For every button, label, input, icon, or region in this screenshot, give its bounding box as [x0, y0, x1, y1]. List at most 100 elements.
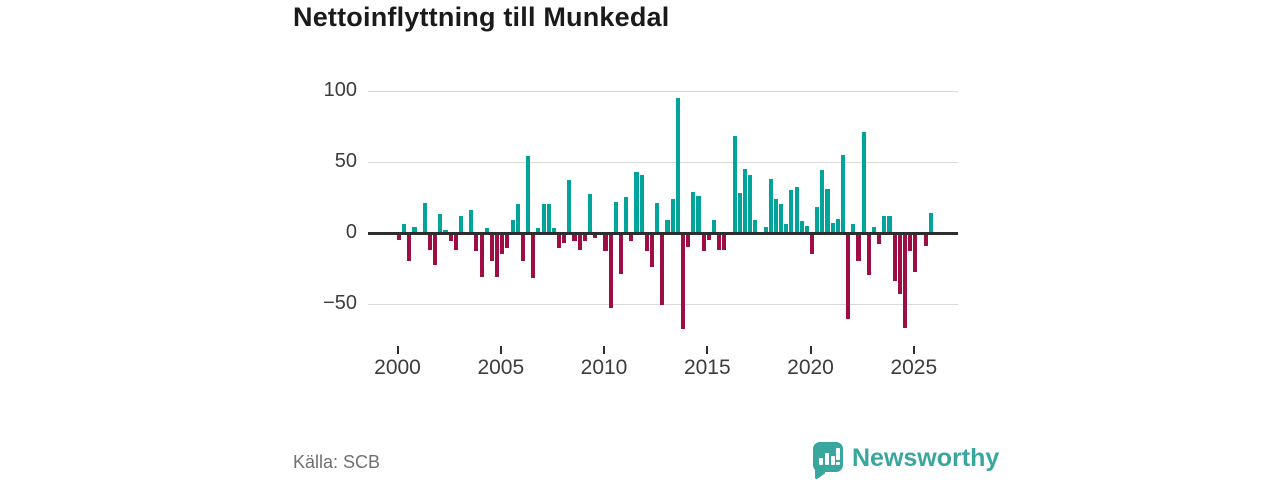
bar — [763, 227, 768, 233]
bar — [489, 234, 494, 262]
bar — [701, 234, 706, 252]
bar — [846, 234, 851, 320]
bar — [877, 234, 882, 245]
bar — [546, 204, 551, 233]
bar — [582, 234, 587, 242]
bar — [686, 234, 691, 247]
bar — [629, 234, 634, 242]
bar — [825, 188, 830, 233]
bar — [696, 195, 701, 233]
bar — [897, 234, 902, 294]
x-axis-tick-mark — [603, 346, 605, 354]
bar — [520, 234, 525, 262]
bar — [856, 234, 861, 262]
y-axis-tick-label: 50 — [334, 149, 357, 172]
bar — [603, 234, 608, 252]
x-axis-tick-label: 2025 — [890, 356, 938, 379]
y-axis-tick-label: 0 — [345, 220, 357, 243]
bar — [737, 192, 742, 233]
source-note: Källa: SCB — [293, 452, 381, 472]
x-axis-tick-label: 2000 — [374, 356, 421, 379]
bar — [577, 234, 582, 250]
bar — [443, 229, 448, 233]
bar — [505, 234, 510, 249]
bar — [861, 131, 866, 233]
x-axis-tick-mark — [706, 346, 709, 354]
bar — [453, 234, 458, 250]
bar — [557, 234, 562, 249]
bar — [923, 234, 928, 246]
bar — [835, 218, 840, 233]
bar — [433, 234, 438, 266]
bar — [500, 234, 505, 255]
bar — [655, 202, 660, 233]
bar — [608, 234, 613, 308]
bar — [510, 219, 515, 233]
x-axis-tick-label: 2010 — [580, 356, 628, 379]
bar — [458, 215, 464, 233]
bar — [680, 234, 686, 330]
bar — [866, 234, 871, 276]
bar — [706, 234, 711, 240]
bar — [784, 224, 789, 233]
bar — [670, 198, 675, 233]
brand-name: Newsworthy — [852, 444, 1000, 472]
bar — [515, 204, 520, 233]
bar — [711, 219, 716, 233]
bar — [567, 180, 572, 233]
bar — [531, 234, 536, 279]
bar — [448, 234, 453, 242]
bar — [789, 190, 794, 233]
x-axis-tick-label: 2005 — [477, 356, 525, 379]
bar — [675, 97, 680, 233]
bar — [882, 215, 887, 233]
bar — [773, 198, 778, 233]
x-axis-tick-mark — [499, 346, 502, 354]
bar — [871, 227, 877, 233]
bar — [753, 219, 758, 233]
bar — [742, 168, 747, 233]
bar — [536, 228, 541, 233]
x-axis-tick-mark — [912, 346, 915, 354]
bar — [913, 234, 918, 273]
bar — [928, 212, 933, 233]
bar — [618, 234, 624, 274]
bar — [427, 234, 433, 250]
bar — [551, 228, 556, 233]
bar — [495, 234, 500, 277]
chart-title: Nettoinflyttning till Munkedal — [293, 2, 670, 32]
bar — [665, 219, 670, 233]
y-axis-tick-label: 100 — [323, 78, 357, 101]
bar — [438, 214, 443, 233]
gridline — [368, 161, 958, 163]
bar — [396, 234, 402, 240]
y-axis-tick-label: −50 — [323, 291, 357, 314]
bar — [799, 221, 804, 233]
bar — [593, 234, 598, 239]
x-axis-tick-label: 2020 — [787, 356, 834, 379]
bar — [768, 178, 773, 233]
bar — [908, 234, 913, 252]
newsworthy-logo: Newsworthy — [813, 442, 1000, 480]
bar — [407, 234, 412, 262]
bar — [794, 187, 799, 233]
bar — [639, 174, 644, 233]
bar — [717, 234, 722, 250]
bar — [484, 228, 489, 233]
x-axis-zero-line — [368, 231, 958, 235]
x-axis-tick-label: 2015 — [683, 356, 731, 379]
bar — [902, 234, 908, 328]
x-axis-tick-mark — [809, 346, 812, 354]
bar — [402, 224, 407, 233]
bar — [892, 234, 897, 282]
bar — [809, 234, 815, 255]
x-axis-tick-mark — [396, 346, 399, 354]
bar — [815, 207, 820, 233]
bar — [887, 215, 892, 233]
bar — [634, 171, 639, 233]
bar — [422, 202, 427, 233]
bar — [624, 197, 629, 233]
bar — [526, 156, 531, 233]
bar — [572, 234, 577, 242]
